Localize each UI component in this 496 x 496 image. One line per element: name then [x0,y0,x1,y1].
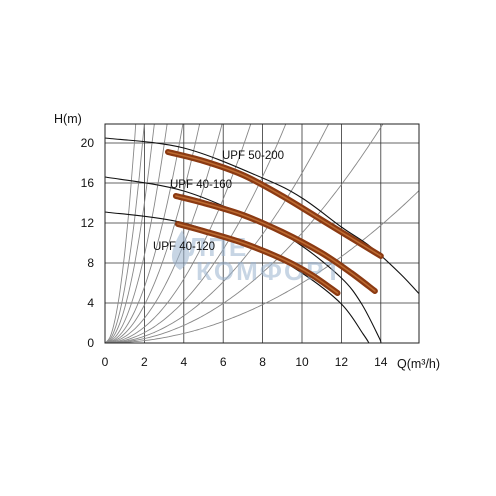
watermark-drop-icon [171,230,190,270]
pump-envelope-curve [105,137,419,295]
system-curve [105,124,184,343]
y-tick-label: 8 [87,256,94,270]
x-tick-label: 0 [102,355,109,369]
system-curve [105,124,155,343]
system-curve [105,124,201,343]
x-tick-label: 6 [220,355,227,369]
series-curves [165,149,384,296]
series-label: UPF 40-120 [153,241,215,253]
y-tick-label: 16 [81,176,95,190]
series-line-highlight [167,151,382,257]
system-curve [105,124,287,343]
series-line-highlight [177,223,339,294]
series-labels: UPF 50-200 UPF 40-160 UPF 40-120 [153,150,284,253]
y-axis-label: H(m) [54,112,82,126]
system-curve [105,124,252,343]
pump-envelope-curve [105,176,382,343]
system-curve [105,124,223,343]
x-tick-label: 4 [180,355,187,369]
system-curve [105,124,168,343]
y-tick-label: 20 [81,136,95,150]
system-curve [105,124,145,343]
series-line-highlight [175,195,376,292]
system-curve [105,189,419,343]
y-tick-label: 0 [87,336,94,350]
x-axis-label: Q(m³/h) [397,357,440,371]
tick-labels: 0 2 4 6 8 10 12 14 0 4 8 12 16 20 [81,136,388,369]
y-tick-label: 12 [81,216,95,230]
plot-frame [104,123,420,344]
series-label: UPF 50-200 [222,150,284,162]
system-curve [105,124,330,343]
y-tick-label: 4 [87,296,94,310]
series-label: UPF 40-160 [170,179,232,191]
x-tick-label: 10 [295,355,309,369]
x-tick-label: 12 [335,355,349,369]
x-tick-label: 14 [374,355,388,369]
system-curves [105,124,419,343]
x-tick-label: 8 [259,355,266,369]
system-curve [105,124,384,343]
x-tick-label: 2 [141,355,148,369]
